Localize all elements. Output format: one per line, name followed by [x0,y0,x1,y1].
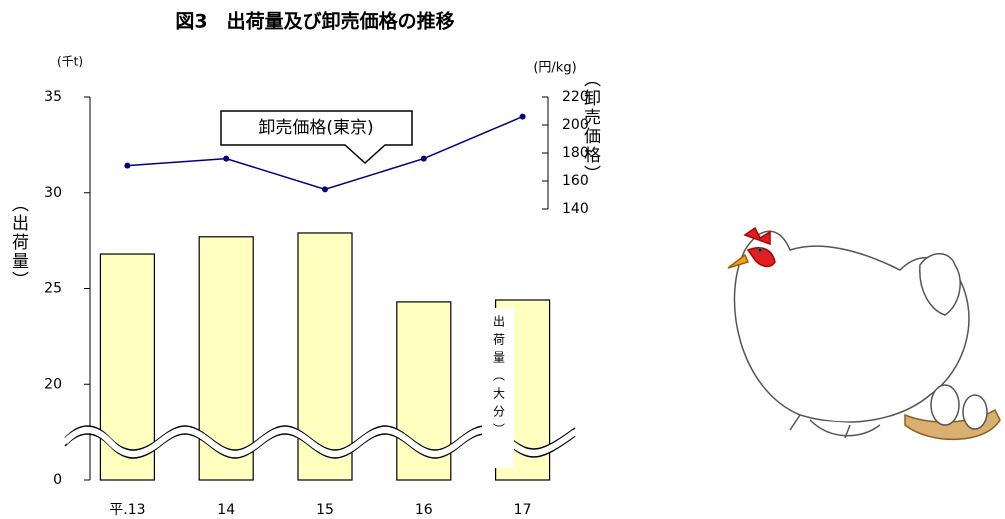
price-point [322,186,328,193]
hen-illustration [727,226,1001,441]
y2-axis-label: （卸売価格） [580,70,601,184]
bar-legend-text: 出荷量（大分） [492,315,506,441]
y-tick-label: 20 [44,376,62,392]
price-point [420,155,427,162]
y-tick-label: 30 [44,185,62,201]
y2-tick-label: 220 [562,89,589,105]
y2-tick-label: 180 [562,145,589,161]
x-tick-label: 15 [316,502,334,518]
bar-legend: 出荷量（大分） [482,308,514,468]
y2-tick-label: 200 [562,117,589,133]
chart-title: 図3 出荷量及び卸売価格の推移 [175,10,454,33]
price-point [223,155,230,162]
y2-tick-label: 140 [562,201,589,217]
axis-break [62,425,577,459]
x-tick-label: 14 [217,502,235,518]
price-point [124,162,131,169]
y-tick-label: 25 [44,281,62,297]
y2-unit: (円/kg) [533,61,576,76]
y-tick-label: 0 [53,472,62,488]
line-legend: 卸売価格(東京) [258,118,373,138]
x-tick-label: 16 [415,502,433,518]
y-axis-label: （出荷量） [8,195,29,290]
price-point [519,113,526,120]
y-tick-label: 35 [44,89,62,105]
x-tick-label: 17 [514,502,532,518]
x-tick-label: 平.13 [109,502,145,518]
callout: 卸売価格(東京) [220,110,413,165]
y-unit: (千t) [57,55,83,69]
y2-tick-label: 160 [562,173,589,189]
